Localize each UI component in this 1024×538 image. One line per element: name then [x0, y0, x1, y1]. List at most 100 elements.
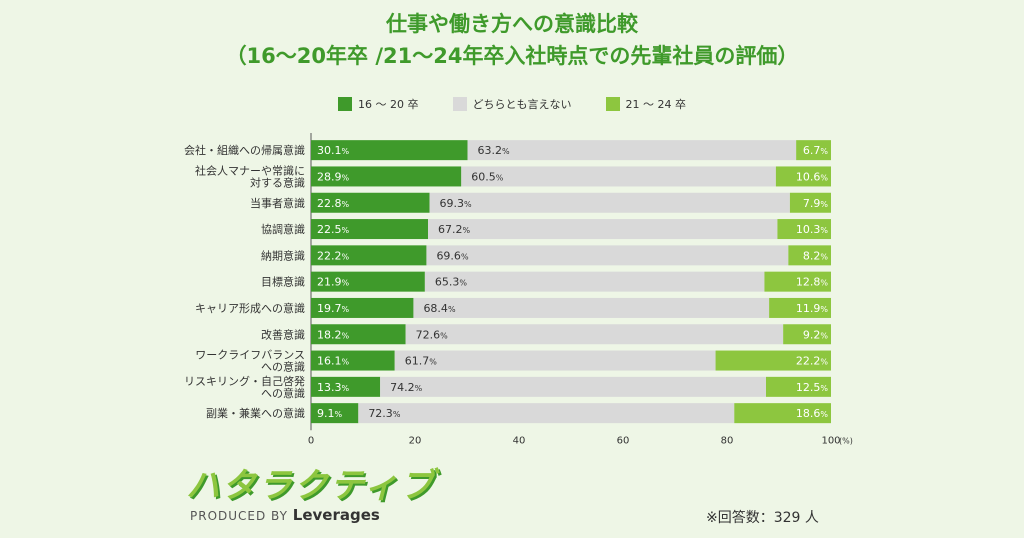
data-label: 8.2% [803, 249, 829, 262]
bar-segment [777, 219, 831, 240]
data-label: 30.1% [317, 144, 350, 157]
category-label: 目標意識 [261, 275, 305, 289]
legend-item: 16 〜 20 卒 [338, 96, 419, 112]
bar-segment [380, 376, 766, 397]
data-label: 11.9% [796, 302, 829, 315]
x-tick-label: 60 [617, 435, 630, 446]
bar-segment [311, 403, 359, 424]
data-label: 28.9% [317, 170, 350, 183]
x-tick-label: 80 [721, 435, 734, 446]
bar-segment [764, 271, 831, 292]
bar-segment [769, 297, 831, 318]
category-label: 当事者意識 [250, 196, 305, 210]
category-label: への意識 [261, 386, 305, 400]
data-label: 67.2% [438, 223, 471, 236]
bar-segment [311, 245, 427, 266]
x-tick-label: 40 [513, 435, 526, 446]
data-label: 63.2% [478, 144, 511, 157]
bar-segment [311, 219, 428, 240]
category-label: ワークライフバランス [195, 349, 305, 362]
legend-swatch [605, 97, 620, 111]
legend-swatch [338, 97, 353, 111]
data-label: 10.3% [796, 223, 829, 236]
brand-logo: ハタラクティブ [186, 466, 436, 506]
data-label: 68.4% [423, 302, 456, 315]
category-label: への意識 [261, 360, 305, 374]
data-label: 60.5% [471, 170, 504, 183]
bar-segment [783, 324, 831, 345]
data-label: 65.3% [435, 276, 468, 289]
bar-segment [405, 324, 784, 345]
data-label: 22.5% [317, 223, 350, 236]
chart-title-line-2: （16〜20年卒 /21〜24年卒入社時点での先輩社員の評価） [225, 44, 799, 68]
bar-segment [796, 140, 831, 161]
category-label: リスキリング・自己啓発 [184, 374, 305, 388]
bar-segment [311, 140, 468, 161]
bar-segment [311, 324, 406, 345]
data-label: 6.7% [803, 144, 829, 157]
category-label: 社会人マナーや常識に [195, 163, 305, 177]
category-label: 会社・組織への帰属意識 [184, 143, 305, 157]
respondent-note: ※回答数：329 人 [706, 510, 819, 526]
bar-segment [311, 271, 425, 292]
bar-segment [311, 350, 395, 371]
data-label: 9.1% [317, 407, 343, 420]
legend-label: 16 〜 20 卒 [358, 98, 419, 111]
data-label: 19.7% [317, 302, 350, 315]
bar-segment [311, 166, 462, 187]
x-tick-label: 20 [409, 435, 422, 446]
bar-segment [775, 166, 831, 187]
data-label: 12.8% [796, 276, 829, 289]
data-label: 10.6% [796, 170, 829, 183]
data-label: 7.9% [803, 197, 829, 210]
data-label: 12.5% [796, 381, 829, 394]
data-label: 21.9% [317, 276, 350, 289]
produced-prefix: PRODUCED BY [190, 509, 288, 523]
x-unit-label: (%) [839, 436, 853, 445]
data-label: 72.6% [416, 328, 449, 341]
bar-segment [413, 297, 770, 318]
bar-segment [788, 245, 831, 266]
bar-segment [394, 350, 716, 371]
bar-segment [311, 297, 414, 318]
bar-segment [311, 192, 430, 213]
data-label: 9.2% [803, 328, 829, 341]
data-label: 13.3% [317, 381, 350, 394]
category-label: 協調意識 [261, 222, 305, 236]
category-label: 副業・兼業への意識 [206, 406, 305, 420]
data-label: 18.6% [796, 407, 829, 420]
chart-title: 仕事や働き方への意識比較 （16〜20年卒 /21〜24年卒入社時点での先輩社員… [0, 8, 1024, 72]
data-label: 18.2% [317, 328, 350, 341]
data-label: 16.1% [317, 355, 350, 368]
legend-label: どちらとも言えない [472, 98, 572, 111]
data-label: 72.3% [368, 407, 401, 420]
data-label: 69.6% [436, 249, 469, 262]
bar-segment [429, 192, 790, 213]
bar-segment [424, 271, 765, 292]
category-label: 改善意識 [261, 327, 305, 341]
bar-segment [426, 245, 789, 266]
data-label: 22.2% [317, 249, 350, 262]
bar-segment [358, 403, 735, 424]
x-tick-label: 100 [821, 435, 840, 446]
bar-segment [467, 140, 797, 161]
category-label: 対する意識 [250, 175, 305, 189]
bar-segment [789, 192, 831, 213]
produced-by: PRODUCED BY Leverages [190, 506, 380, 524]
chart-title-line-1: 仕事や働き方への意識比較 [386, 12, 638, 36]
category-label: キャリア形成への意識 [195, 301, 305, 315]
data-label: 74.2% [390, 381, 423, 394]
chart-legend: 16 〜 20 卒 どちらとも言えない 21 〜 24 卒 [0, 96, 1024, 112]
x-tick-label: 0 [308, 435, 314, 446]
bar-segment [428, 219, 778, 240]
legend-label: 21 〜 24 卒 [625, 98, 686, 111]
produced-brand: Leverages [292, 506, 380, 524]
legend-swatch [452, 97, 467, 111]
data-label: 69.3% [440, 197, 473, 210]
legend-item: 21 〜 24 卒 [605, 96, 686, 112]
bar-segment [461, 166, 776, 187]
bar-segment [734, 403, 831, 424]
category-label: 納期意識 [261, 248, 305, 262]
data-label: 22.8% [317, 197, 350, 210]
